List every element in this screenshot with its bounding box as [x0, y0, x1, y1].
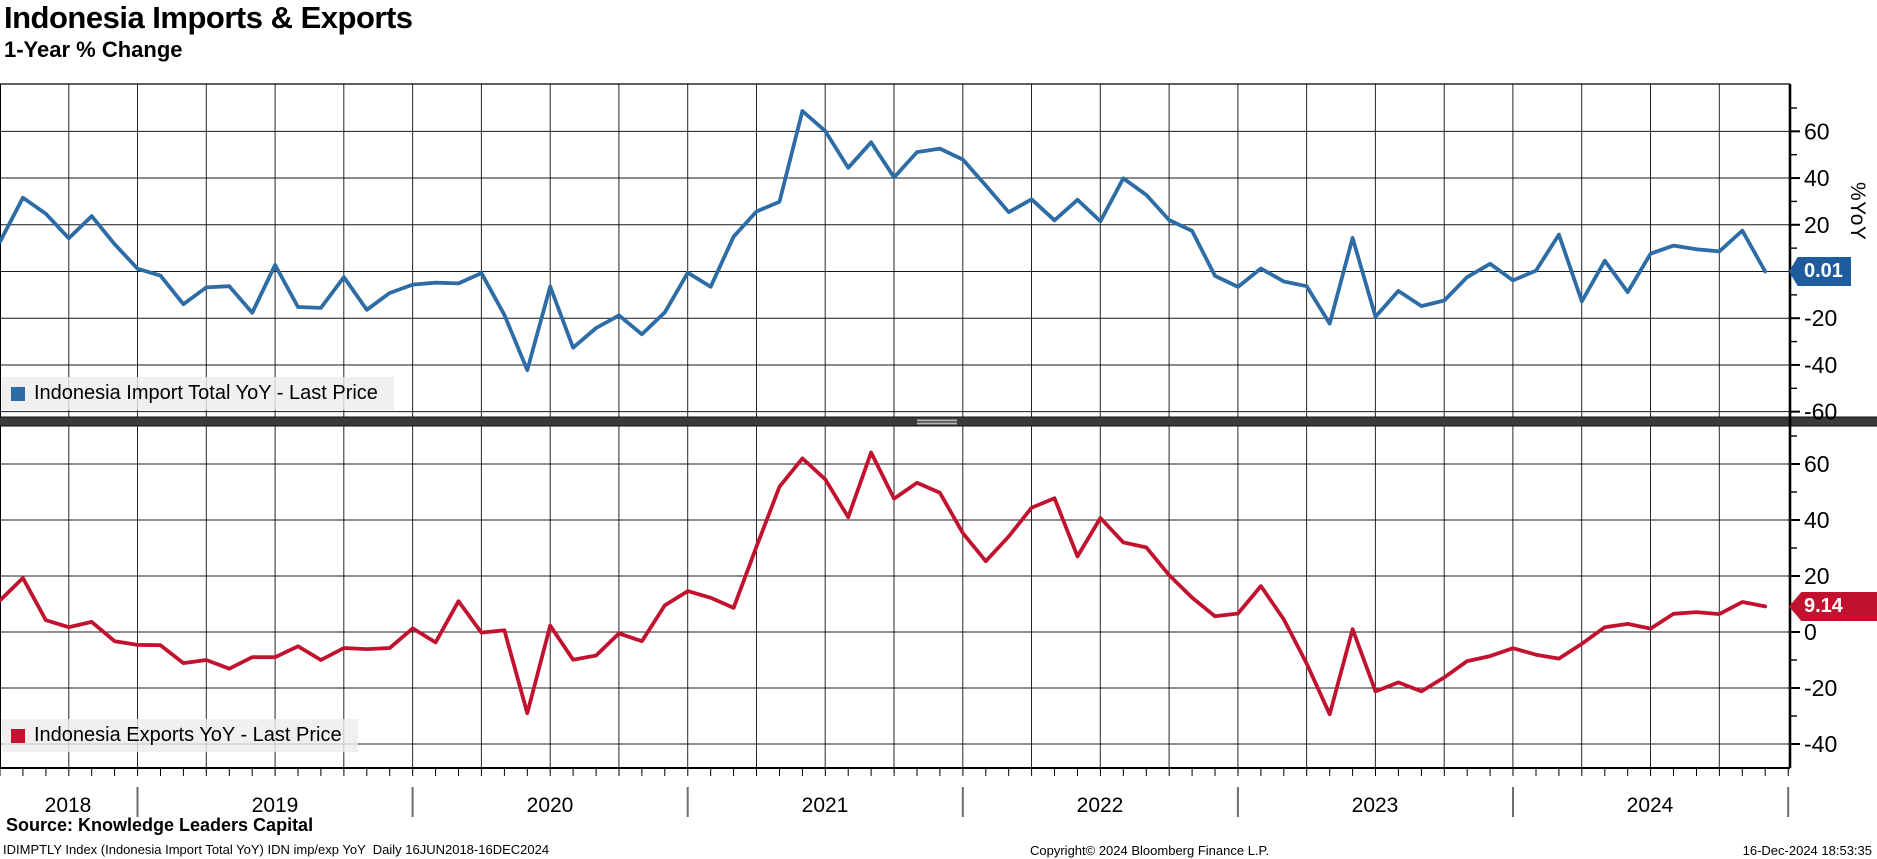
panel-divider[interactable] [0, 416, 1877, 427]
x-year-label: 2020 [527, 794, 574, 817]
legend-import[interactable]: Indonesia Import Total YoY - Last Price [2, 377, 394, 410]
page-subtitle: 1-Year % Change [4, 37, 183, 62]
y-tick-label: 60 [1804, 451, 1830, 477]
x-year-label: 2021 [802, 794, 849, 817]
y-tick-label: 20 [1804, 563, 1830, 589]
y-tick-label: 20 [1804, 212, 1830, 238]
page-title: Indonesia Imports & Exports [4, 0, 413, 35]
exports-line[interactable] [0, 450, 1768, 717]
import-legend-label: Indonesia Import Total YoY - Last Price [34, 382, 378, 404]
legend-export[interactable]: Indonesia Exports YoY - Last Price [2, 719, 358, 752]
y-tick-label: 60 [1804, 118, 1830, 144]
y-tick-label: 0 [1804, 619, 1817, 645]
y-tick-label: 40 [1804, 165, 1830, 191]
footer-timestamp: 16-Dec-2024 18:53:35 [1742, 843, 1872, 858]
x-axis: 2018 2019 2020 2021 2022 2023 2024 [0, 768, 1790, 817]
y-tick-label: 40 [1804, 507, 1830, 533]
export-legend-label: Indonesia Exports YoY - Last Price [34, 724, 342, 746]
y-tick-label: -40 [1804, 352, 1837, 378]
export-last-price-badge[interactable]: 9.14 [1789, 592, 1877, 621]
footer-copyright: Copyright© 2024 Bloomberg Finance L.P. [1030, 843, 1270, 858]
export-legend-swatch [11, 728, 25, 743]
y-axis-unit-label: %YoY [1846, 182, 1869, 241]
y-tick-label: -20 [1804, 675, 1837, 701]
divider-handle-icon [917, 419, 957, 422]
y-tick-label: -40 [1804, 731, 1837, 757]
y-tick-label: -60 [1804, 399, 1837, 425]
x-year-label: 2024 [1627, 794, 1674, 817]
x-year-label: 2019 [252, 794, 299, 817]
import-legend-swatch [11, 386, 25, 401]
x-year-label: 2022 [1077, 794, 1124, 817]
imports-line[interactable] [0, 109, 1768, 373]
vertical-gridlines [68, 84, 1720, 768]
x-year-label: 2018 [45, 794, 92, 817]
footer-index-line: IDIMPTLY Index (Indonesia Import Total Y… [3, 842, 550, 857]
x-year-label: 2023 [1352, 794, 1399, 817]
footer-source: Source: Knowledge Leaders Capital [6, 815, 314, 835]
y-axis-ticks: 60 40 20 -20 -40 -60 60 40 20 0 -20 -40 [1790, 107, 1837, 757]
import-last-price-badge[interactable]: 0.01 [1789, 257, 1851, 286]
y-tick-label: -20 [1804, 305, 1837, 331]
